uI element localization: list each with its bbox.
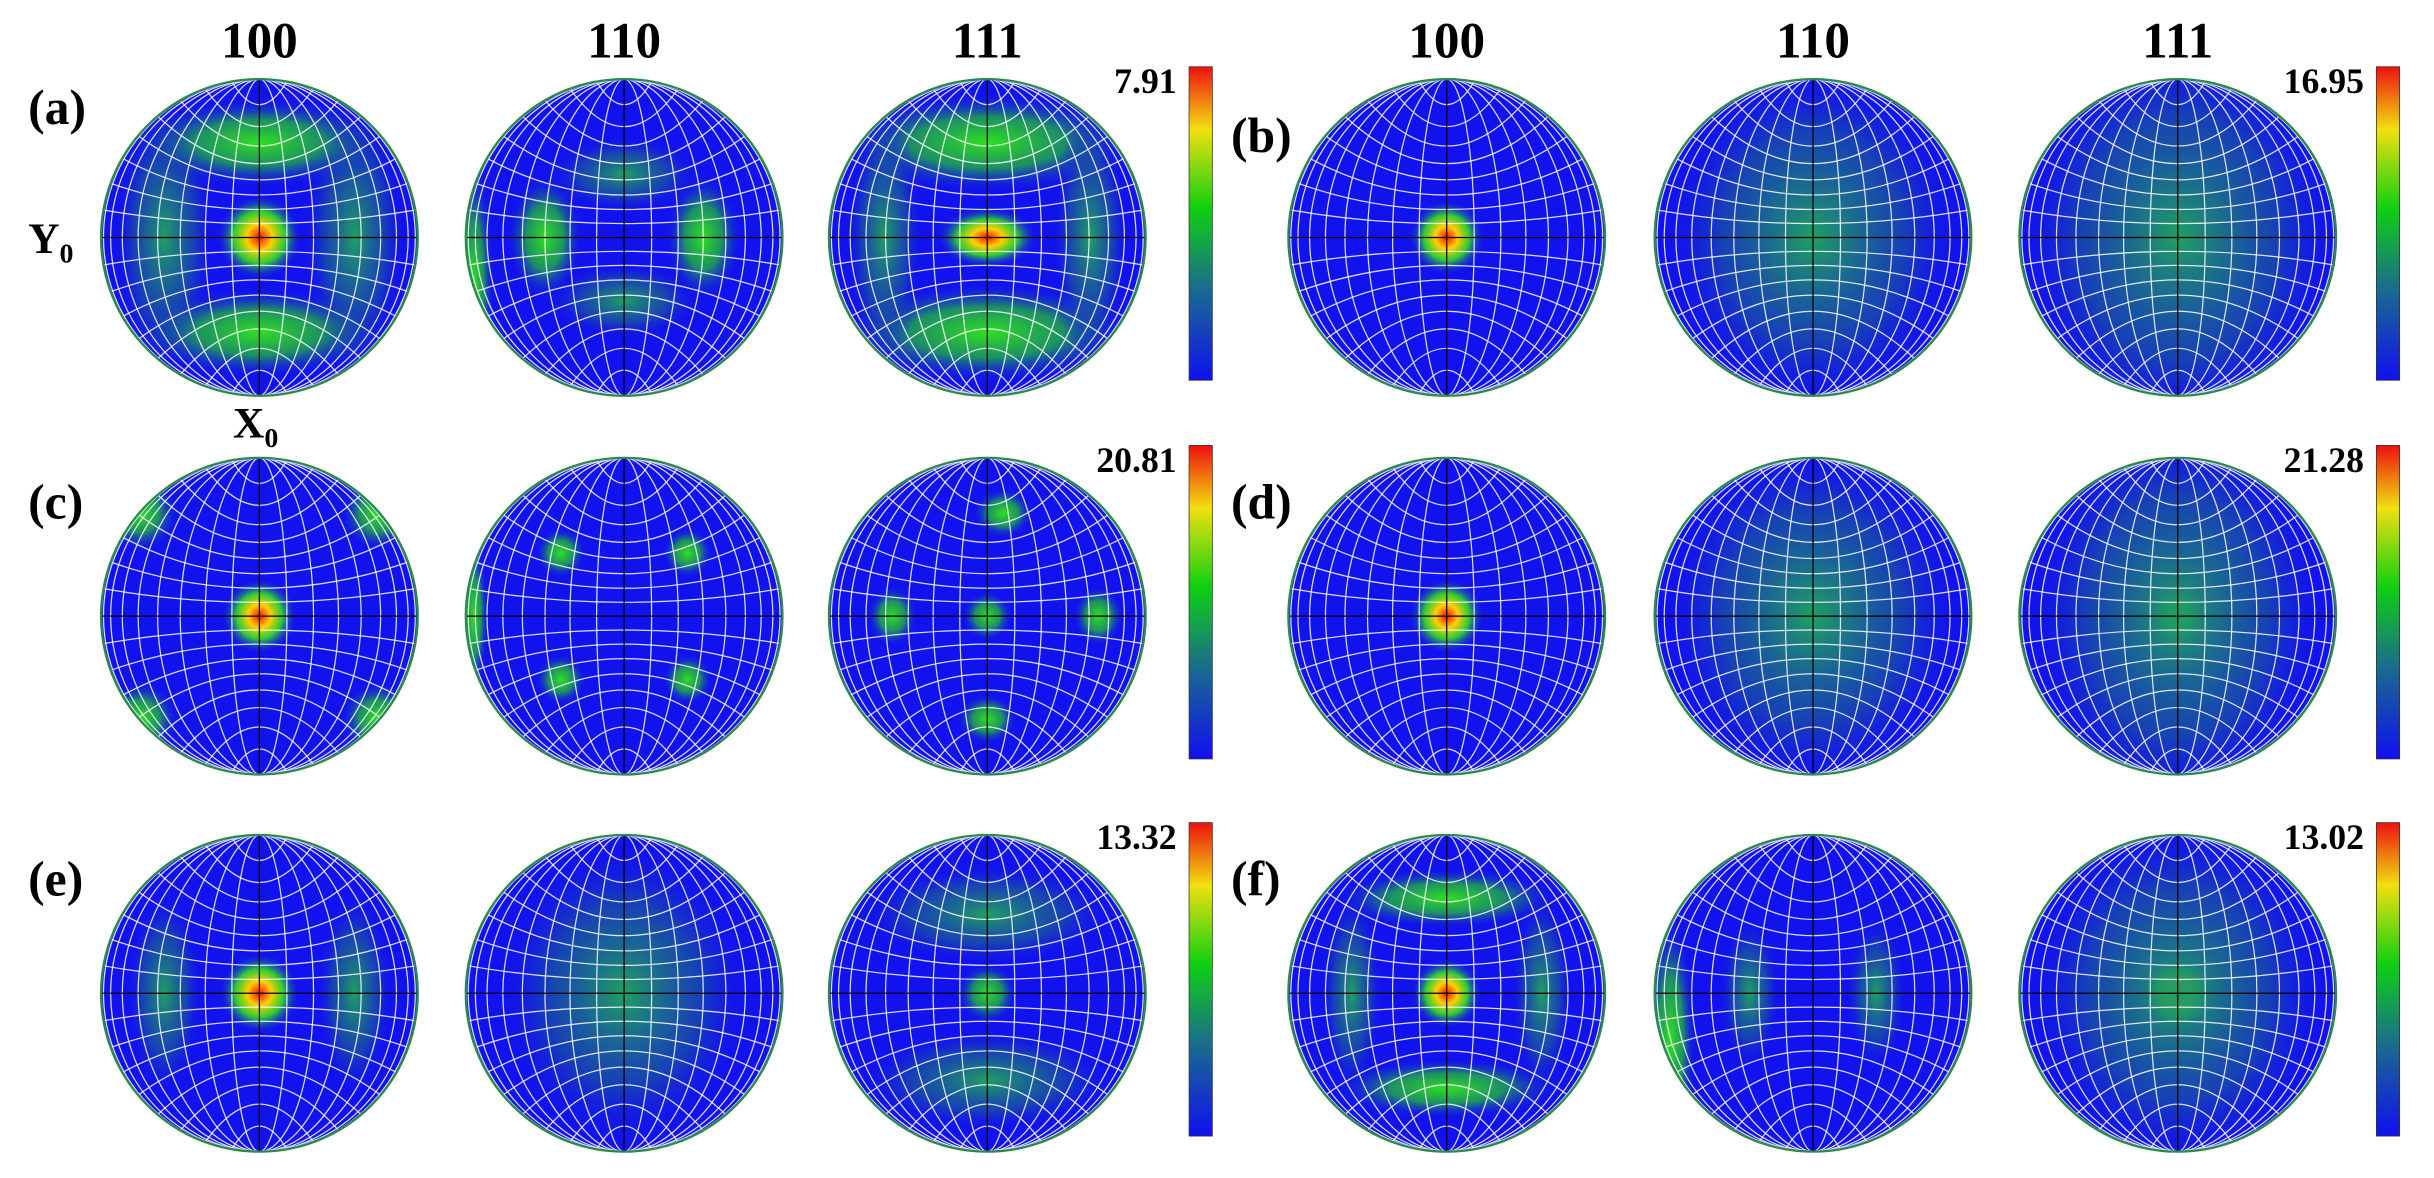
pole-figure [1288, 834, 1606, 1152]
pole-rim [1287, 456, 1607, 776]
pole-figure [1654, 79, 1972, 396]
panel-label: (a) [28, 80, 86, 135]
pole-rim [1287, 833, 1607, 1153]
column-header: 110 [1776, 12, 1850, 69]
pole-figure [2019, 834, 2337, 1152]
intensity-spot [662, 654, 713, 705]
pole-figure [465, 834, 783, 1152]
intensity-spot [972, 487, 1034, 539]
colorbar-max: 16.95 [2284, 61, 2364, 101]
axis-letter: X [233, 400, 264, 448]
pole-figure [101, 834, 418, 1152]
pole-rim [464, 456, 784, 776]
pole-figure [1654, 457, 1972, 775]
column-header: 111 [952, 12, 1023, 69]
axis-label-x: X0 [233, 400, 278, 454]
pole-rim [2018, 456, 2338, 776]
pole-rim [99, 77, 419, 397]
pole-rim [2018, 833, 2338, 1153]
pole-figure [465, 79, 783, 396]
pole-figure [1654, 834, 1972, 1152]
pole-rim [827, 456, 1147, 776]
pole-figure [1288, 79, 1606, 396]
pole-rim [1287, 77, 1607, 397]
colorbar-max: 21.28 [2284, 440, 2364, 480]
pole-figure [101, 457, 418, 775]
pole-rim [827, 833, 1147, 1153]
panel-label: (f) [1231, 852, 1281, 907]
pole-figure [828, 834, 1146, 1152]
pole-rim [1653, 833, 1973, 1153]
colorbar [1188, 66, 1213, 381]
colorbar-max: 20.81 [1096, 440, 1176, 480]
column-header: 100 [1408, 12, 1485, 69]
pole-rim [99, 456, 419, 776]
panel-label: (c) [28, 474, 83, 529]
pole-figure [101, 79, 418, 396]
pole-figure [2019, 457, 2337, 775]
intensity-spot [535, 527, 587, 579]
pole-figure [465, 457, 783, 775]
column-header: 110 [587, 12, 661, 69]
pole-rim [2018, 77, 2338, 397]
colorbar [2375, 66, 2401, 381]
axis-subscript: 0 [264, 423, 278, 454]
pole-rim [464, 833, 784, 1153]
colorbar-max: 13.02 [2284, 817, 2364, 857]
axis-label-y: Y0 [28, 215, 73, 269]
colorbar [1188, 445, 1213, 760]
pole-rim [1653, 77, 1973, 397]
axis-subscript: 0 [60, 238, 74, 269]
pole-rim [99, 833, 419, 1153]
colorbar [2375, 822, 2401, 1137]
panel-label: (b) [1231, 108, 1292, 163]
column-header: 100 [221, 12, 298, 69]
panel-label: (e) [28, 852, 83, 907]
intensity-spot [662, 527, 713, 579]
axis-letter: Y [28, 215, 59, 263]
colorbar-max: 7.91 [1114, 61, 1176, 101]
panel-label: (d) [1231, 474, 1292, 529]
pole-rim [1653, 456, 1973, 776]
colorbar [1188, 822, 1213, 1137]
colorbar [2375, 445, 2401, 760]
pole-figure [1288, 457, 1606, 775]
pole-rim [464, 77, 784, 397]
pole-figure [828, 79, 1146, 396]
colorbar-max: 13.32 [1096, 817, 1176, 857]
pole-rim [827, 77, 1147, 397]
intensity-spot [535, 654, 587, 705]
pole-figure [828, 457, 1146, 775]
column-header: 111 [2142, 12, 2213, 69]
pole-figure [2019, 79, 2337, 396]
